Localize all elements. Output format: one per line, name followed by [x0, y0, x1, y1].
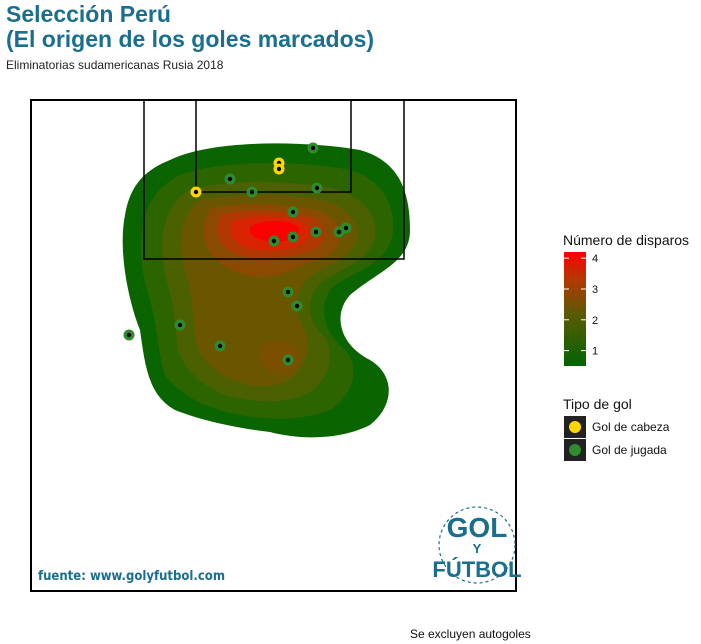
legend-entry-play: Gol de jugada [592, 443, 667, 457]
goal-point-center [310, 145, 316, 151]
chart-title-line2: (El origen de los goles marcados) [6, 26, 375, 52]
goal-point-center [343, 225, 349, 231]
goal-point-center [285, 357, 291, 363]
goal-point-center [290, 234, 296, 240]
goal-point-center [313, 229, 319, 235]
goal-point-center [285, 289, 291, 295]
penalty-box [143, 100, 405, 260]
legend-density-title: Número de disparos [563, 232, 689, 248]
goal-point [282, 286, 294, 298]
goal-point-center [314, 185, 320, 191]
goal-area [195, 100, 352, 193]
goal-point-center [294, 303, 300, 309]
goal-point [307, 142, 319, 154]
goal-point [310, 226, 322, 238]
goal-point [190, 186, 202, 198]
chart-subtitle: Eliminatorias sudamericanas Rusia 2018 [6, 58, 224, 72]
goal-points [123, 142, 352, 366]
goal-point [246, 186, 258, 198]
goal-point-center [290, 209, 296, 215]
goal-point-center [193, 189, 199, 195]
chart-title: Selección Perú (El origen de los goles m… [6, 2, 374, 52]
goal-point [123, 329, 135, 341]
footnote: Se excluyen autogoles [410, 627, 531, 641]
legend-marker-play [569, 444, 581, 456]
goal-point [291, 300, 303, 312]
legend-type-title: Tipo de gol [563, 396, 632, 412]
contour-level-8 [249, 220, 299, 243]
legend-tick-label: 3 [592, 284, 598, 296]
chart-title-line1: Selección Perú [6, 1, 171, 27]
legend-marker-head [569, 421, 581, 433]
goal-point [287, 206, 299, 218]
goal-point [268, 235, 280, 247]
logo-text-top: GOL [447, 512, 508, 543]
pitch-markings [143, 100, 405, 260]
goal-point-center [177, 322, 183, 328]
legend-tick-label: 2 [592, 315, 598, 327]
legend-goal-type: Tipo de gol Gol de cabeza Gol de jugada [563, 396, 670, 461]
goal-point [287, 231, 299, 243]
legend-colorbar [564, 252, 586, 366]
goal-point-center [271, 238, 277, 244]
goal-point-center [227, 176, 233, 182]
legend-ticks: 1 2 3 4 [564, 253, 598, 358]
gol-y-futbol-logo: GOL Y FÚTBOL [432, 506, 522, 584]
legend-density: Número de disparos 1 2 3 4 [563, 232, 689, 366]
legend-tick-label: 1 [592, 346, 598, 358]
goal-point [214, 340, 226, 352]
goal-point [224, 173, 236, 185]
goal-point-center [126, 332, 132, 338]
source-text: fuente: www.golyfutbol.com [38, 569, 225, 584]
goal-point-center [276, 166, 282, 172]
legend-entry-head: Gol de cabeza [592, 420, 670, 434]
logo-text-bottom: FÚTBOL [432, 557, 521, 582]
goal-point [333, 226, 345, 238]
goal-point [282, 354, 294, 366]
logo-text-middle: Y [473, 541, 482, 556]
goal-point [311, 182, 323, 194]
goal-point-center [217, 343, 223, 349]
legend-tick-label: 4 [592, 253, 598, 265]
goal-point-center [336, 229, 342, 235]
goal-point-center [249, 189, 255, 195]
goal-point [174, 319, 186, 331]
goal-point [273, 163, 285, 175]
